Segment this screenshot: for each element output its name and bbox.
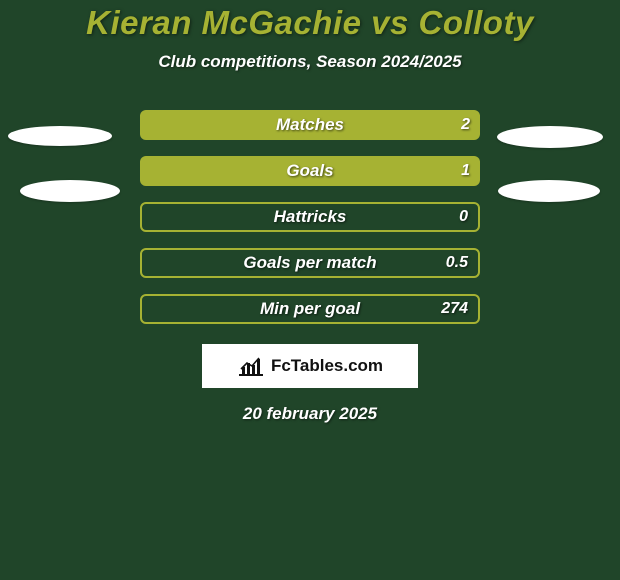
- comparison-infographic: Kieran McGachie vs Colloty Club competit…: [0, 0, 620, 580]
- player-disc: [8, 126, 112, 146]
- stat-label: Matches: [276, 115, 344, 135]
- stat-row-hattricks: Hattricks 0: [0, 202, 620, 232]
- source-badge-text: FcTables.com: [271, 356, 383, 376]
- player-disc: [498, 180, 600, 202]
- stat-value: 274: [441, 300, 468, 318]
- stat-bar: Min per goal 274: [140, 294, 480, 324]
- stat-bar: Goals 1: [140, 156, 480, 186]
- stat-bar: Hattricks 0: [140, 202, 480, 232]
- source-badge: FcTables.com: [202, 344, 418, 388]
- stat-label: Goals: [286, 161, 333, 181]
- stat-value: 1: [461, 162, 470, 180]
- stat-row-min-per-goal: Min per goal 274: [0, 294, 620, 324]
- player-disc: [20, 180, 120, 202]
- bar-chart-icon: [237, 355, 265, 377]
- stat-value: 2: [461, 116, 470, 134]
- player-disc: [497, 126, 603, 148]
- page-title: Kieran McGachie vs Colloty: [0, 4, 620, 42]
- stat-bar: Goals per match 0.5: [140, 248, 480, 278]
- stat-value: 0.5: [446, 254, 468, 272]
- stat-bar: Matches 2: [140, 110, 480, 140]
- stat-value: 0: [459, 208, 468, 226]
- stat-label: Hattricks: [274, 207, 347, 227]
- stat-label: Min per goal: [260, 299, 360, 319]
- stat-row-goals-per-match: Goals per match 0.5: [0, 248, 620, 278]
- date-text: 20 february 2025: [0, 404, 620, 424]
- stat-label: Goals per match: [243, 253, 376, 273]
- subtitle: Club competitions, Season 2024/2025: [0, 52, 620, 72]
